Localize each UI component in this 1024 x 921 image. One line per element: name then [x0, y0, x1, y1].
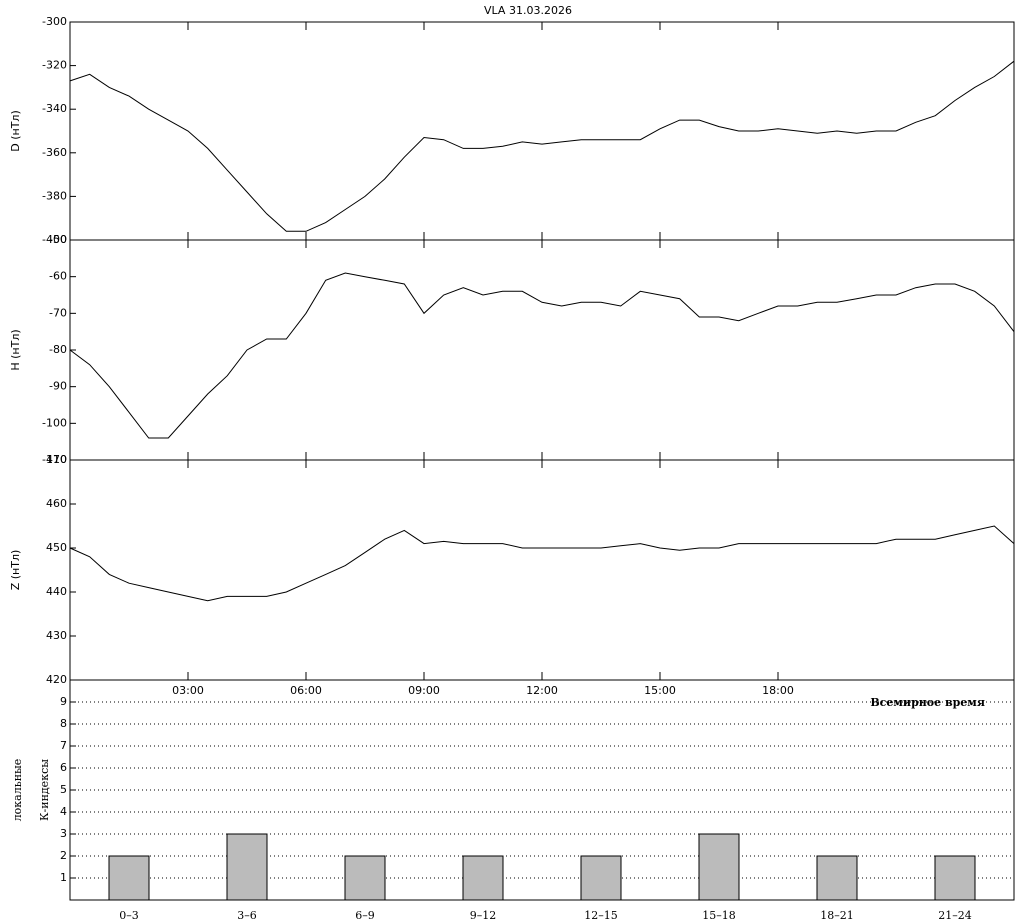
y-tick-label: -60 — [49, 270, 67, 283]
y-tick-label: -110 — [42, 453, 67, 466]
bar — [462, 855, 504, 901]
y-axis-label: H (нТл) — [9, 329, 22, 370]
line-series — [69, 60, 1015, 232]
y-tick-label: -400 — [42, 233, 67, 246]
y-tick-label: 9 — [60, 695, 67, 708]
x-tick-label: 6–9 — [355, 909, 375, 921]
x-tick-label: 21–24 — [938, 909, 972, 921]
bar — [344, 855, 386, 901]
y-tick-label: -360 — [42, 146, 67, 159]
x-tick-label: 9–12 — [470, 909, 497, 921]
x-tick-label: 18–21 — [820, 909, 854, 921]
line-series — [69, 272, 1015, 439]
x-tick-label: 12:00 — [526, 684, 558, 697]
y-tick-label: -300 — [42, 15, 67, 28]
y-tick-label: -50 — [49, 233, 67, 246]
x-tick-label: 12–15 — [584, 909, 618, 921]
plot-frame — [69, 459, 1015, 681]
bar — [226, 833, 268, 901]
y-tick-label: 450 — [46, 541, 67, 554]
y-axis-label: Z (нТл) — [9, 550, 22, 591]
y-axis-label: локальные — [11, 759, 24, 822]
y-tick-label: 470 — [46, 453, 67, 466]
x-tick-label: 0–3 — [119, 909, 139, 921]
bar — [580, 855, 622, 901]
x-tick-label: 03:00 — [172, 684, 204, 697]
line-series — [69, 525, 1015, 602]
x-tick-label: 3–6 — [237, 909, 257, 921]
x-tick-label: 15:00 — [644, 684, 676, 697]
y-tick-label: 8 — [60, 717, 67, 730]
bar — [698, 833, 740, 901]
bar — [816, 855, 858, 901]
y-axis-label: D (нТл) — [9, 110, 22, 152]
y-tick-label: -320 — [42, 59, 67, 72]
y-tick-label: 5 — [60, 783, 67, 796]
y-tick-label: 460 — [46, 497, 67, 510]
bar — [934, 855, 976, 901]
chart-title: VLA 31.03.2026 — [484, 4, 572, 17]
y-tick-label: -340 — [42, 102, 67, 115]
x-axis-label: Всемирное время — [870, 696, 985, 709]
y-tick-label: -80 — [49, 343, 67, 356]
x-tick-label: 18:00 — [762, 684, 794, 697]
y-tick-label: 7 — [60, 739, 67, 752]
y-tick-label: -90 — [49, 380, 67, 393]
x-tick-label: 15–18 — [702, 909, 736, 921]
y-tick-label: -70 — [49, 306, 67, 319]
x-tick-label: 09:00 — [408, 684, 440, 697]
y-tick-label: 4 — [60, 805, 67, 818]
y-tick-label: 6 — [60, 761, 67, 774]
y-tick-label: 3 — [60, 827, 67, 840]
y-tick-label: 420 — [46, 673, 67, 686]
y-tick-label: 1 — [60, 871, 67, 884]
y-axis-label: К-индексы — [38, 759, 51, 821]
y-tick-label: 430 — [46, 629, 67, 642]
bar — [108, 855, 150, 901]
x-tick-label: 06:00 — [290, 684, 322, 697]
y-tick-label: -380 — [42, 189, 67, 202]
y-tick-label: -100 — [42, 416, 67, 429]
y-tick-label: 440 — [46, 585, 67, 598]
plot-frame — [69, 239, 1015, 461]
y-tick-label: 2 — [60, 849, 67, 862]
